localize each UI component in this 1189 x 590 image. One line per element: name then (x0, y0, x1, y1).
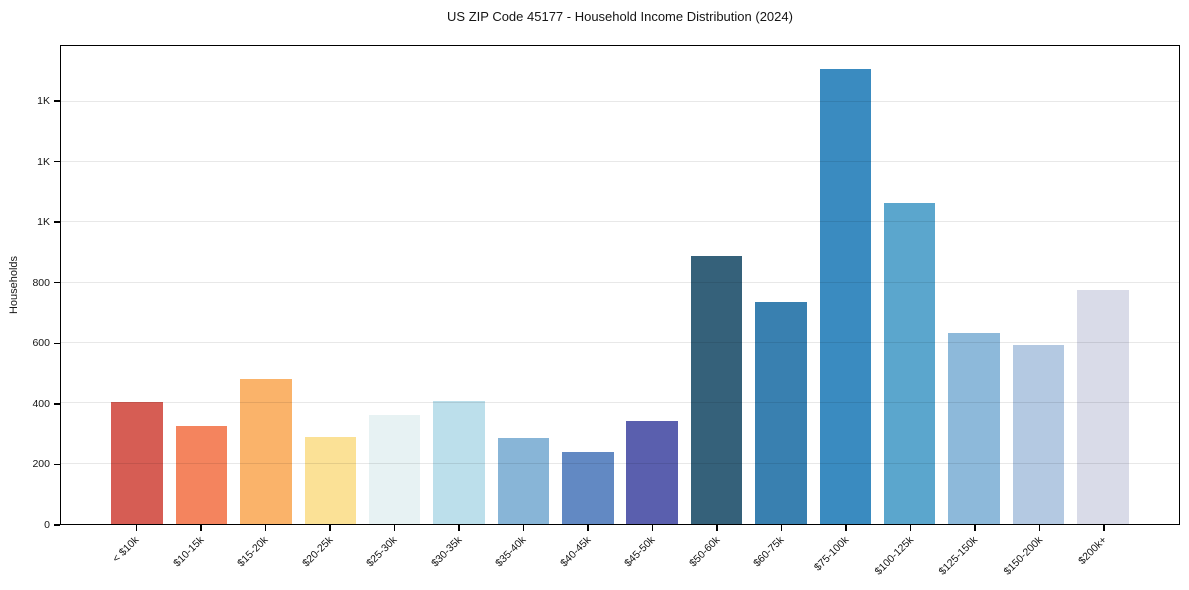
x-tick-mark (1038, 525, 1040, 531)
chart-title: US ZIP Code 45177 - Household Income Dis… (447, 9, 793, 24)
bar-slot (749, 46, 813, 524)
x-tick-label-$60-75k: $60-75k (751, 534, 787, 570)
x-tick-mark (1103, 525, 1105, 531)
x-tick-label-$75-100k: $75-100k (811, 534, 852, 574)
x-tick-mark (974, 525, 976, 531)
bar-$10-15k (175, 426, 228, 524)
x-tick-label-$40-45k: $40-45k (557, 534, 594, 570)
x-tick-label-$50-60k: $50-60k (686, 534, 723, 570)
x-tick-label-$200k+: $200k+ (1076, 534, 1110, 568)
x-tick-mark (264, 525, 266, 531)
bar-$125-150k (948, 333, 1000, 524)
bar-slot (620, 46, 684, 524)
bar-$100-125k (883, 202, 936, 524)
x-tick-label-$15-20k: $15-20k (235, 534, 271, 570)
y-tick-label: 1K (37, 155, 50, 168)
bar-$30-35k (433, 400, 485, 524)
bar-slot (813, 46, 877, 524)
x-tick-label-$150-200k: $150-200k (1001, 534, 1045, 578)
bar-slot (427, 46, 491, 524)
bar-$15-20k (240, 379, 292, 524)
y-tick-mark (54, 281, 60, 284)
y-tick-label: 400 (32, 397, 50, 410)
bar-$75-100k (819, 68, 872, 524)
x-tick-mark (393, 525, 395, 531)
y-tick-mark (54, 221, 60, 223)
y-tick-mark (54, 160, 60, 163)
x-tick-mark (716, 525, 718, 531)
bar-$50-60k (690, 255, 743, 524)
y-tick-mark (54, 524, 60, 526)
bar-$60-75k (755, 302, 807, 524)
y-tick-label: 1K (37, 95, 50, 108)
y-tick-mark (54, 100, 60, 102)
x-tick-label-< $10k: < $10k (110, 534, 142, 565)
x-tick-mark (458, 525, 460, 531)
y-tick-label: 800 (32, 276, 50, 289)
bar-slot (1071, 46, 1135, 524)
bar-$200k+ (1077, 289, 1129, 524)
bar-< $10k (111, 401, 163, 524)
x-tick-label-$100-125k: $100-125k (872, 534, 916, 578)
bar-slot (942, 46, 1006, 524)
bar-$35-40k (497, 438, 550, 524)
y-tick-label: 600 (32, 337, 50, 350)
bar-slot (105, 46, 169, 524)
bar-$150-200k (1012, 345, 1065, 524)
bar-slot (169, 46, 233, 524)
y-tick-label: 1K (37, 216, 50, 229)
bar-slot (298, 46, 362, 524)
bar-slot (684, 46, 748, 524)
bar-slot (556, 46, 620, 524)
bar-slot (363, 46, 427, 524)
y-tick-label: 200 (32, 458, 50, 471)
x-tick-label-$20-25k: $20-25k (299, 534, 336, 570)
bar-$25-30k (368, 414, 421, 524)
bar-$40-45k (562, 451, 614, 524)
x-tick-mark (135, 525, 137, 531)
y-tick-label: 0 (44, 519, 50, 531)
bar-$45-50k (626, 420, 678, 524)
y-tick-mark (54, 403, 60, 405)
x-tick-label-$35-40k: $35-40k (493, 534, 529, 570)
y-tick-mark (54, 342, 60, 345)
y-tick-mark (54, 463, 60, 466)
bar-$20-25k (304, 437, 357, 524)
plot-area (60, 45, 1180, 525)
x-tick-label-$45-50k: $45-50k (622, 534, 658, 570)
x-tick-mark (909, 525, 911, 531)
x-tick-label-$125-150k: $125-150k (936, 534, 981, 578)
bar-slot (234, 46, 298, 524)
x-tick-label-$25-30k: $25-30k (364, 534, 400, 570)
x-tick-mark (780, 525, 782, 531)
bar-slot (878, 46, 942, 524)
x-tick-mark (587, 525, 589, 531)
x-tick-label-$30-35k: $30-35k (428, 534, 465, 570)
x-tick-mark (845, 525, 847, 531)
x-tick-mark (651, 525, 653, 531)
x-tick-mark (522, 525, 524, 531)
x-tick-mark (329, 525, 331, 531)
x-tick-label-$10-15k: $10-15k (170, 534, 207, 570)
bar-slot (491, 46, 555, 524)
bar-slot (1006, 46, 1070, 524)
x-tick-mark (200, 525, 202, 531)
bars-container (105, 46, 1135, 524)
